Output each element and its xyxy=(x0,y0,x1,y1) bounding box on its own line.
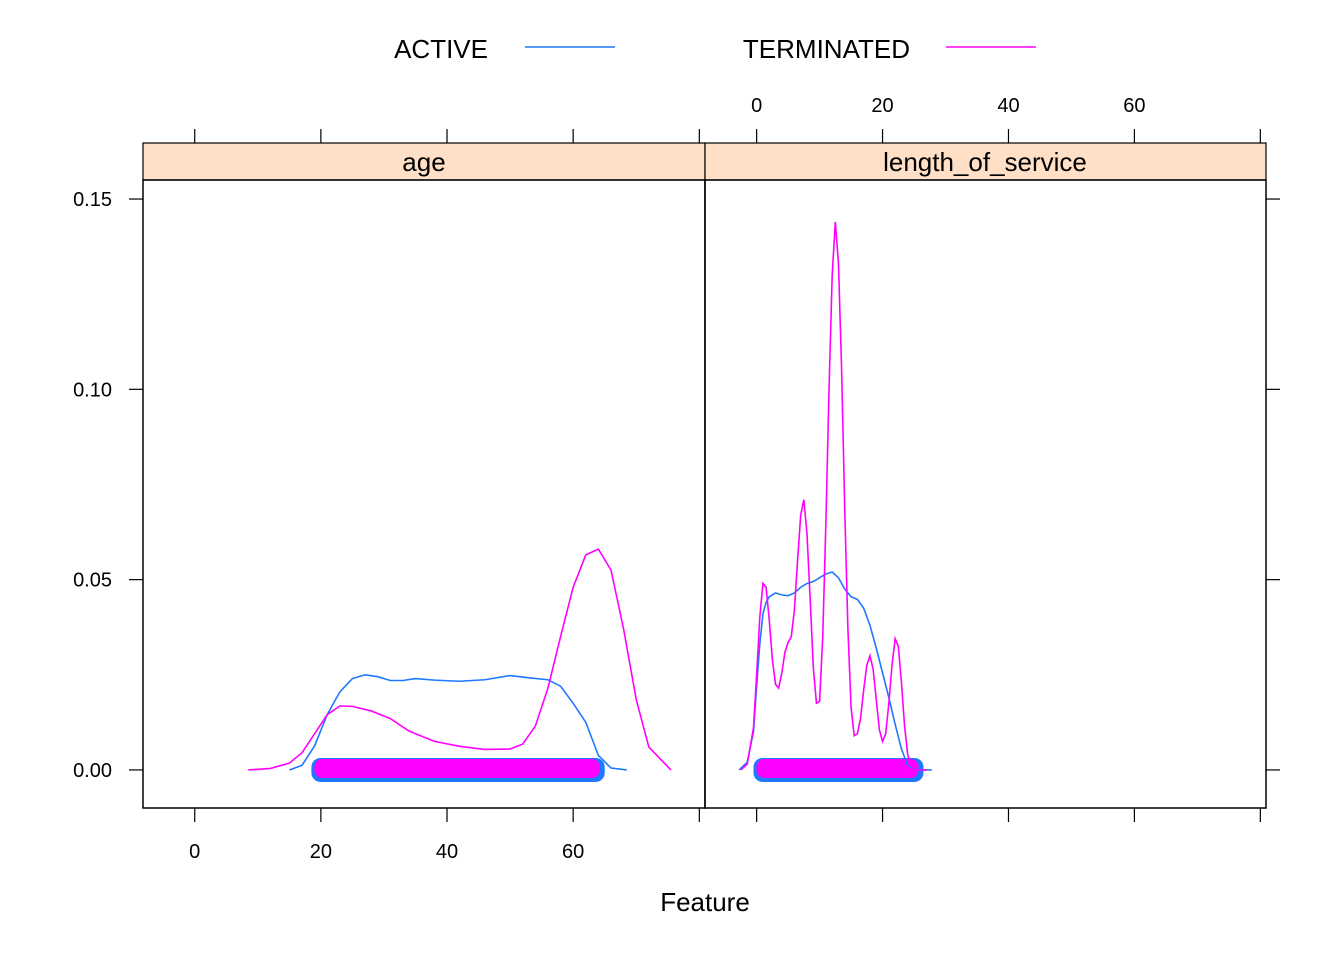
density-line-terminated xyxy=(740,221,927,771)
axes: 0 0 20 20 40 40 60 60 0.00 0.05 0.10 0.15 xyxy=(73,95,1280,863)
x-tick-label-length-of-service: 0 xyxy=(751,95,762,117)
panel-age: age xyxy=(142,142,706,809)
y-tick-label: 0.15 xyxy=(73,189,112,211)
y-tick-label: 0.05 xyxy=(73,570,112,592)
rug-band-terminated xyxy=(756,758,919,778)
x-tick-label-age: 20 xyxy=(310,841,332,863)
panel-length-of-service-strip xyxy=(704,142,1267,181)
density-line-active xyxy=(738,571,932,771)
x-tick-label-length-of-service: 40 xyxy=(997,95,1019,117)
panel-age-curves xyxy=(248,548,672,782)
panel-length-of-service: length_of_service xyxy=(704,142,1267,809)
y-tick-label: 0.00 xyxy=(73,760,112,782)
panel-length-of-service-curves xyxy=(738,221,932,782)
density-line-active xyxy=(289,673,627,771)
panel-age-strip xyxy=(142,142,706,181)
legend: ACTIVE TERMINATED xyxy=(394,34,1036,64)
x-tick-label-length-of-service: 60 xyxy=(1123,95,1145,117)
y-tick-label: 0.10 xyxy=(73,379,112,401)
x-axis-title: Feature xyxy=(660,887,750,917)
rug-band-terminated xyxy=(314,758,600,778)
legend-label-terminated: TERMINATED xyxy=(743,34,910,64)
panel-length-of-service-frame xyxy=(704,179,1267,809)
panel-age-frame xyxy=(142,179,706,809)
x-tick-label-age: 0 xyxy=(189,841,200,863)
x-tick-label-length-of-service: 20 xyxy=(871,95,893,117)
panel-length-of-service-strip-label: length_of_service xyxy=(883,147,1087,177)
panel-age-strip-label: age xyxy=(402,147,445,177)
x-tick-label-age: 60 xyxy=(562,841,584,863)
legend-label-active: ACTIVE xyxy=(394,34,488,64)
density-line-terminated xyxy=(248,548,672,771)
x-tick-label-age: 40 xyxy=(436,841,458,863)
